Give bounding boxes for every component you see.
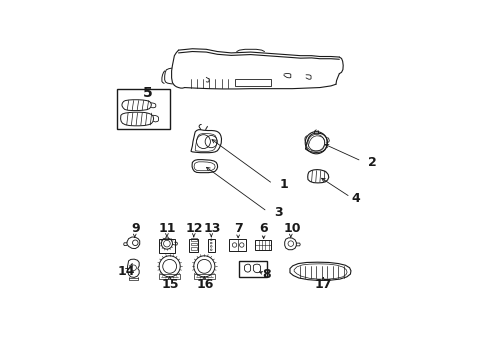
Bar (193, 274, 214, 279)
Text: 4: 4 (351, 192, 360, 205)
Text: 16: 16 (196, 278, 213, 291)
Text: 11: 11 (159, 222, 176, 235)
Text: 15: 15 (161, 278, 179, 291)
Text: 1: 1 (279, 178, 287, 191)
Text: 9: 9 (131, 222, 140, 235)
Text: 10: 10 (283, 222, 300, 235)
Bar (191, 243, 196, 245)
Bar (159, 239, 174, 253)
Text: 8: 8 (262, 268, 270, 281)
Text: 13: 13 (203, 222, 220, 235)
Text: 7: 7 (233, 222, 242, 235)
Bar (191, 238, 196, 241)
Text: 12: 12 (185, 222, 203, 235)
Bar (207, 239, 214, 252)
Text: 6: 6 (259, 222, 267, 235)
Bar (229, 239, 246, 251)
Bar (159, 274, 180, 279)
Bar (191, 247, 196, 250)
Text: 17: 17 (314, 278, 331, 291)
Text: 14: 14 (118, 265, 135, 278)
Text: 3: 3 (273, 206, 282, 219)
Bar (255, 240, 271, 250)
Bar (235, 79, 271, 86)
Bar (239, 261, 266, 276)
Bar (189, 239, 198, 252)
Bar (117, 89, 169, 129)
Text: 5: 5 (143, 86, 153, 100)
Text: 2: 2 (367, 156, 376, 169)
